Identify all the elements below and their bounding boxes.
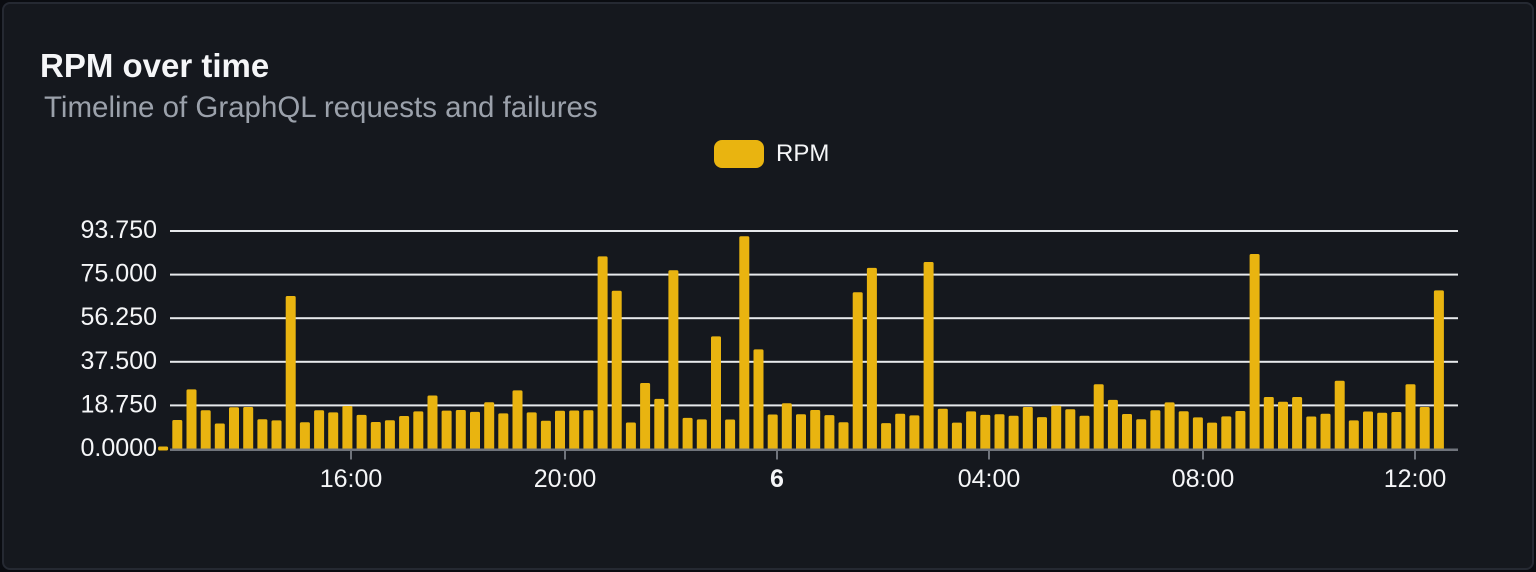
svg-text:04:00: 04:00 [958,465,1021,493]
svg-text:37.500: 37.500 [81,347,157,375]
svg-text:93.750: 93.750 [81,216,157,244]
svg-text:75.000: 75.000 [81,260,157,288]
svg-text:18.750: 18.750 [81,390,157,418]
svg-text:08:00: 08:00 [1172,465,1235,493]
svg-text:16:00: 16:00 [320,465,383,493]
svg-text:12:00: 12:00 [1384,465,1447,493]
svg-text:20:00: 20:00 [534,465,597,493]
svg-text:6: 6 [770,465,784,493]
svg-text:56.250: 56.250 [81,303,157,331]
svg-text:0.0000: 0.0000 [81,434,157,462]
